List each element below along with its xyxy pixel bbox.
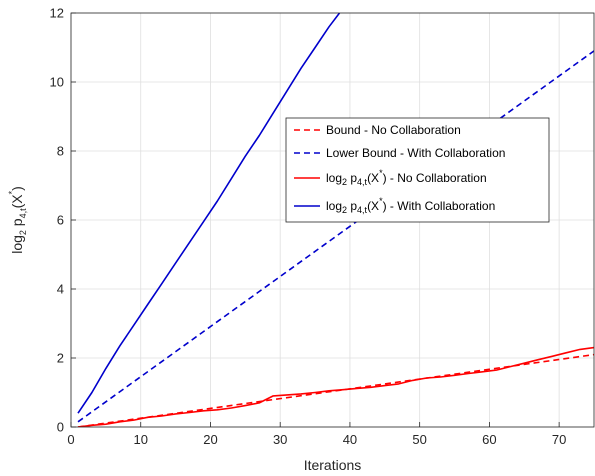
legend-entry-log-with-collab: log2 p4,t(X*) - With Collaboration bbox=[294, 196, 495, 215]
y-tick-label: 4 bbox=[57, 282, 64, 297]
legend-label-3: log2 p4,t(X*) - With Collaboration bbox=[326, 196, 495, 215]
legend-entry-lower-bound-with-collab: Lower Bound - With Collaboration bbox=[294, 146, 505, 160]
y-tick-label: 0 bbox=[57, 420, 64, 435]
x-axis-label: Iterations bbox=[304, 457, 362, 473]
y-label-log: log bbox=[9, 235, 25, 254]
legend: Bound - No Collaboration Lower Bound - W… bbox=[285, 117, 550, 223]
y-label-close: ) bbox=[9, 186, 25, 191]
axes-box bbox=[70, 12, 595, 428]
legend-label-0: Bound - No Collaboration bbox=[326, 123, 461, 137]
series-line-2 bbox=[77, 346, 594, 427]
y-label-sub2: 4,t bbox=[18, 208, 28, 219]
y-label-p: p bbox=[9, 218, 25, 230]
x-tick-label: 0 bbox=[67, 432, 74, 447]
x-tick-label: 60 bbox=[482, 432, 496, 447]
y-tick-label: 10 bbox=[50, 75, 64, 90]
x-tick-labels: 0 10 20 30 40 50 60 70 bbox=[67, 432, 566, 447]
x-tick-label: 70 bbox=[552, 432, 566, 447]
x-tick-label: 10 bbox=[133, 432, 147, 447]
y-axis-label: log2 p4,t(X*) bbox=[7, 186, 28, 254]
y-tick-label: 2 bbox=[57, 351, 64, 366]
axes bbox=[70, 12, 595, 428]
y-tick-label: 12 bbox=[50, 6, 64, 21]
x-tick-label: 30 bbox=[273, 432, 287, 447]
x-tick-label: 50 bbox=[412, 432, 426, 447]
legend-label-1: Lower Bound - With Collaboration bbox=[326, 146, 505, 160]
legend-box bbox=[285, 117, 550, 223]
series-line-3 bbox=[77, 13, 341, 414]
series-layer bbox=[77, 13, 594, 427]
legend-label-2: log2 p4,t(X*) - No Collaboration bbox=[326, 168, 487, 187]
y-label-sub1: 2 bbox=[18, 230, 28, 235]
legend-entry-bound-no-collab: Bound - No Collaboration bbox=[294, 123, 461, 137]
y-tick-labels: 0 2 4 6 8 10 12 bbox=[50, 6, 64, 435]
y-label-sup: * bbox=[7, 190, 17, 194]
y-tick-label: 6 bbox=[57, 213, 64, 228]
y-tick-label: 8 bbox=[57, 144, 64, 159]
legend-entry-log-no-collab: log2 p4,t(X*) - No Collaboration bbox=[294, 168, 487, 187]
series-line-1 bbox=[77, 50, 594, 423]
x-tick-label: 20 bbox=[203, 432, 217, 447]
y-label-arg: (X bbox=[9, 194, 25, 209]
x-tick-label: 40 bbox=[343, 432, 357, 447]
